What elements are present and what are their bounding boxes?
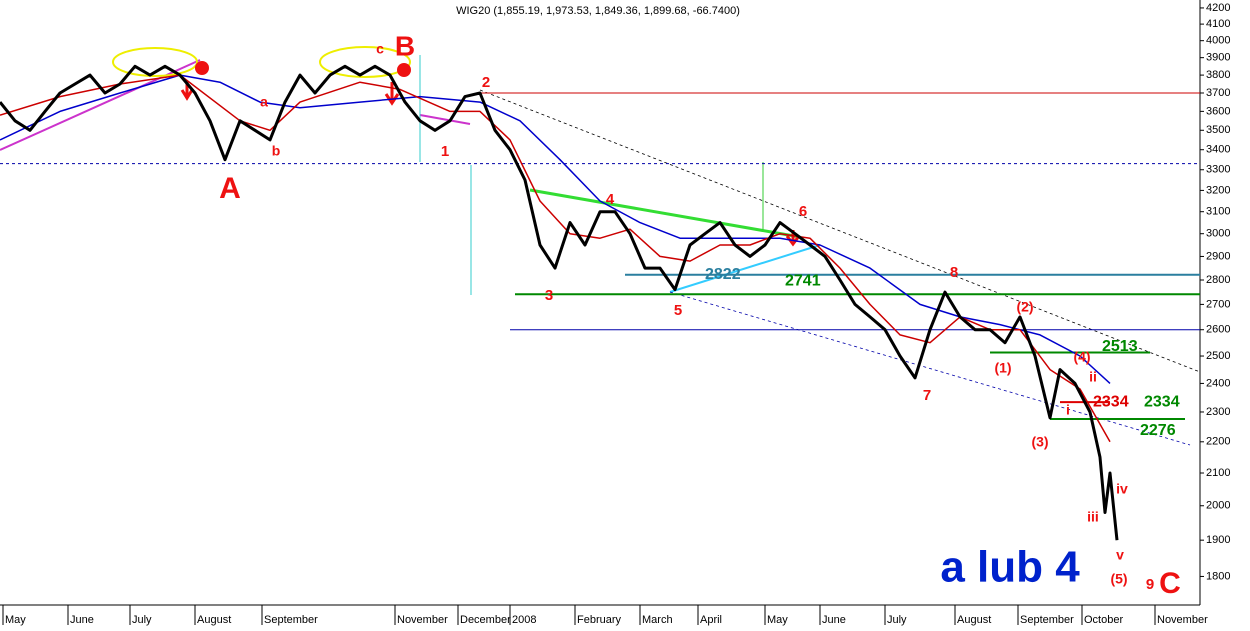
annotation: C xyxy=(1159,567,1181,600)
annotation: 6 xyxy=(799,203,807,220)
x-tick-label: November xyxy=(397,614,448,626)
signal-arrow xyxy=(384,82,400,106)
level-label: 2334 xyxy=(1144,393,1180,410)
x-tick-label: July xyxy=(132,614,152,626)
x-tick-label: December xyxy=(460,614,511,626)
trend-line xyxy=(669,244,821,293)
annotation: i xyxy=(1066,402,1070,418)
level-label: 2741 xyxy=(785,272,821,289)
trend-line xyxy=(419,114,471,125)
x-tick-label: June xyxy=(70,614,94,626)
annotation: c xyxy=(376,41,384,57)
y-tick-label: 3800 xyxy=(1206,69,1230,81)
annotation: 8 xyxy=(950,264,958,281)
annotation: a lub 4 xyxy=(940,543,1080,592)
annotation: 2 xyxy=(482,74,490,91)
annotation: (2) xyxy=(1016,299,1033,315)
y-tick-label: 3500 xyxy=(1206,124,1230,136)
y-tick-label: 2100 xyxy=(1206,467,1230,479)
y-tick-label: 1900 xyxy=(1206,534,1230,546)
y-tick-label: 2800 xyxy=(1206,274,1230,286)
x-tick-label: February xyxy=(577,614,622,626)
annotation: v xyxy=(1116,547,1124,563)
x-tick-label: May xyxy=(5,614,26,626)
x-tick-label: August xyxy=(957,614,991,626)
x-tick-label: September xyxy=(1020,614,1074,626)
annotation: (3) xyxy=(1031,434,1048,450)
y-tick-label: 3400 xyxy=(1206,144,1230,156)
channel-line xyxy=(479,89,1201,373)
signal-dot xyxy=(397,63,411,77)
y-tick-label: 2500 xyxy=(1206,350,1230,362)
x-tick-label: April xyxy=(700,614,722,626)
y-tick-label: 2900 xyxy=(1206,250,1230,262)
x-tick-label: 2008 xyxy=(512,614,536,626)
chart-title: WIG20 (1,855.19, 1,973.53, 1,849.36, 1,8… xyxy=(456,5,740,17)
level-label: 2334 xyxy=(1093,393,1129,410)
y-tick-label: 2700 xyxy=(1206,298,1230,310)
annotation: B xyxy=(395,30,415,61)
annotation: 1 xyxy=(441,143,449,160)
annotation: iv xyxy=(1116,481,1128,497)
y-tick-label: 3300 xyxy=(1206,164,1230,176)
trend-line xyxy=(529,188,801,239)
annotation: a xyxy=(260,94,268,110)
y-tick-label: 4100 xyxy=(1206,18,1230,30)
x-tick-label: March xyxy=(642,614,673,626)
y-tick-label: 2400 xyxy=(1206,377,1230,389)
annotation: ii xyxy=(1089,369,1097,385)
y-tick-label: 2600 xyxy=(1206,324,1230,336)
annotation: 4 xyxy=(606,191,615,208)
level-label: 2276 xyxy=(1140,422,1176,439)
y-tick-label: 2300 xyxy=(1206,406,1230,418)
y-tick-label: 4000 xyxy=(1206,35,1230,47)
x-tick-label: May xyxy=(767,614,788,626)
y-tick-label: 1800 xyxy=(1206,570,1230,582)
x-tick-label: October xyxy=(1084,614,1123,626)
y-tick-label: 3900 xyxy=(1206,52,1230,64)
annotation: (5) xyxy=(1110,571,1127,587)
series-line xyxy=(0,64,1119,541)
annotation: 3 xyxy=(545,287,553,304)
annotation: A xyxy=(219,172,241,205)
y-tick-label: 4200 xyxy=(1206,2,1230,14)
y-tick-label: 3000 xyxy=(1206,228,1230,240)
x-tick-label: July xyxy=(887,614,907,626)
x-tick-label: June xyxy=(822,614,846,626)
y-tick-label: 2200 xyxy=(1206,436,1230,448)
annotation: 7 xyxy=(923,387,931,404)
y-tick-label: 3100 xyxy=(1206,206,1230,218)
highlight xyxy=(112,47,198,77)
level-label: 2822 xyxy=(705,266,741,283)
x-tick-label: September xyxy=(264,614,318,626)
level-label: 2513 xyxy=(1102,338,1138,355)
annotation: (1) xyxy=(994,360,1011,376)
x-tick-label: August xyxy=(197,614,231,626)
annotation: (4) xyxy=(1073,349,1090,365)
annotation: b xyxy=(272,143,281,159)
annotation: 9 xyxy=(1146,576,1154,593)
annotation: 5 xyxy=(674,302,682,319)
x-tick-label: November xyxy=(1157,614,1208,626)
signal-dot xyxy=(195,61,209,75)
y-tick-label: 3700 xyxy=(1206,87,1230,99)
y-tick-label: 2000 xyxy=(1206,500,1230,512)
y-tick-label: 3600 xyxy=(1206,105,1230,117)
y-tick-label: 3200 xyxy=(1206,184,1230,196)
highlight xyxy=(319,46,411,78)
annotation: iii xyxy=(1087,509,1099,525)
